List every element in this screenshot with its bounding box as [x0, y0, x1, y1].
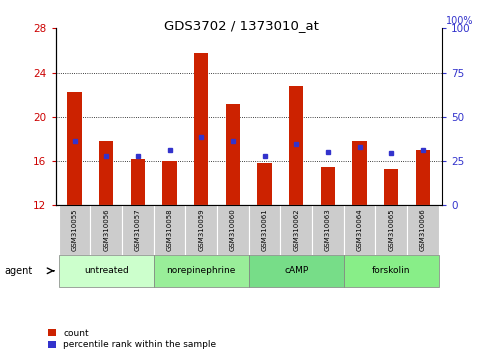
- Bar: [257, 163, 272, 205]
- Bar: [416, 150, 430, 205]
- Text: 100%: 100%: [446, 16, 474, 25]
- Bar: [99, 141, 114, 205]
- Bar: [375, 205, 407, 255]
- Text: GSM310055: GSM310055: [71, 209, 78, 251]
- Bar: [407, 205, 439, 255]
- Bar: [122, 205, 154, 255]
- Bar: [131, 159, 145, 205]
- Bar: [154, 205, 185, 255]
- Text: GSM310056: GSM310056: [103, 209, 109, 251]
- Text: forskolin: forskolin: [372, 266, 411, 275]
- Bar: [226, 104, 240, 205]
- Bar: [249, 255, 344, 287]
- Text: GSM310057: GSM310057: [135, 209, 141, 251]
- Text: GSM310059: GSM310059: [198, 209, 204, 251]
- Text: GSM310065: GSM310065: [388, 209, 394, 251]
- Bar: [344, 205, 375, 255]
- Bar: [281, 205, 312, 255]
- Bar: [185, 205, 217, 255]
- Text: untreated: untreated: [84, 266, 128, 275]
- Text: GSM310058: GSM310058: [167, 209, 172, 251]
- Bar: [249, 205, 281, 255]
- Text: GSM310062: GSM310062: [293, 209, 299, 251]
- Text: GSM310060: GSM310060: [230, 209, 236, 251]
- Bar: [68, 92, 82, 205]
- Text: norepinephrine: norepinephrine: [167, 266, 236, 275]
- Text: agent: agent: [5, 266, 33, 276]
- Text: GDS3702 / 1373010_at: GDS3702 / 1373010_at: [164, 19, 319, 33]
- Text: GSM310066: GSM310066: [420, 209, 426, 251]
- Bar: [344, 255, 439, 287]
- Bar: [217, 205, 249, 255]
- Bar: [353, 141, 367, 205]
- Bar: [312, 205, 344, 255]
- Bar: [59, 205, 90, 255]
- Bar: [90, 205, 122, 255]
- Bar: [194, 53, 208, 205]
- Text: cAMP: cAMP: [284, 266, 308, 275]
- Text: GSM310063: GSM310063: [325, 209, 331, 251]
- Text: GSM310064: GSM310064: [356, 209, 363, 251]
- Bar: [321, 167, 335, 205]
- Bar: [59, 255, 154, 287]
- Text: GSM310061: GSM310061: [262, 209, 268, 251]
- Legend: count, percentile rank within the sample: count, percentile rank within the sample: [48, 329, 216, 349]
- Bar: [289, 86, 303, 205]
- Bar: [384, 169, 398, 205]
- Bar: [162, 161, 177, 205]
- Bar: [154, 255, 249, 287]
